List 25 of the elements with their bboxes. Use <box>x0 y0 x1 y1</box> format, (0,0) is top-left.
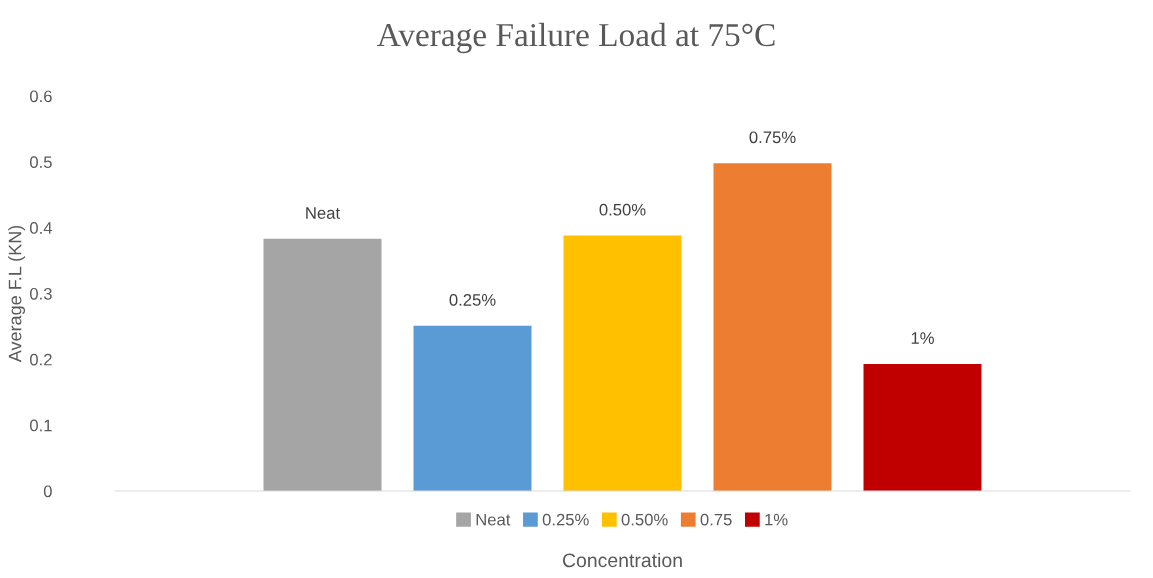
bar <box>563 235 682 491</box>
legend-label: 0.50% <box>621 513 668 526</box>
chart-title: Average Failure Load at 75°C <box>377 22 775 54</box>
annotation: 1% <box>911 332 934 344</box>
bar <box>413 325 532 491</box>
x-axis-title: Concentration <box>562 552 682 568</box>
legend-label: 0.75 <box>700 513 732 526</box>
y-tick-label: 0.2 <box>29 353 52 366</box>
y-tick-label: 0.6 <box>29 90 52 103</box>
bar <box>713 163 832 491</box>
annotation: 0.75% <box>749 131 796 144</box>
y-tick-label: 0.1 <box>29 419 52 432</box>
annotation: 0.25% <box>449 294 496 306</box>
y-tick-label: 0.3 <box>29 287 52 300</box>
bar <box>263 238 382 491</box>
legend-label: 1% <box>765 513 788 526</box>
legend-label: 0.25% <box>542 513 589 526</box>
y-tick-label: 0.5 <box>29 156 52 169</box>
y-tick-label: 0.4 <box>29 222 53 234</box>
bar <box>863 363 982 491</box>
annotation: Neat <box>306 207 340 219</box>
annotation: 0.50% <box>599 203 646 216</box>
legend-label: Neat <box>476 513 511 526</box>
y-axis-title: Average F.L (KN) <box>8 225 25 363</box>
y-tick-label: 0 <box>43 485 52 498</box>
